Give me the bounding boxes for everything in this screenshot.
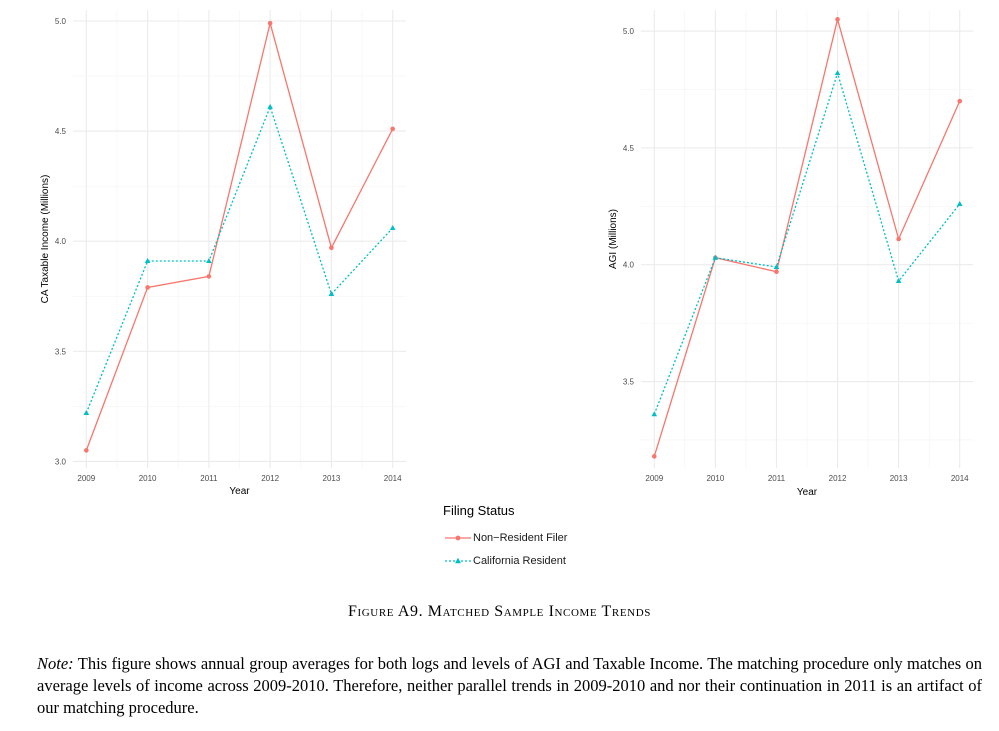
data-point: [328, 291, 335, 297]
figure-caption: Figure A9. Matched Sample Income Trends: [0, 603, 999, 621]
data-point: [957, 98, 963, 104]
legend-title: Filing Status: [443, 503, 515, 518]
figure-note: Note: This figure shows annual group ave…: [37, 653, 982, 719]
x-tick-label: 2009: [77, 474, 95, 483]
legend-label-california-resident: California Resident: [473, 554, 566, 567]
series-line: [85, 23, 394, 451]
data-point: [773, 264, 780, 270]
series-california-resident: [83, 103, 396, 415]
data-point: [206, 258, 212, 264]
y-tick-label: 3.0: [55, 457, 67, 466]
series-non-resident: [84, 20, 395, 453]
data-point: [774, 269, 779, 275]
series-california-resident: [651, 70, 963, 417]
data-point: [956, 200, 963, 206]
x-tick-label: 2010: [706, 474, 724, 483]
data-point: [329, 245, 334, 251]
data-point: [896, 236, 901, 242]
data-point: [267, 103, 273, 109]
x-tick-label: 2010: [139, 474, 157, 483]
data-point: [834, 70, 841, 76]
series-line: [653, 16, 961, 457]
y-tick-label: 5.0: [55, 17, 67, 26]
legend: Filing Status Non−Resident Filer Califor…: [443, 503, 643, 572]
x-tick-label: 2012: [829, 474, 847, 483]
x-tick-label: 2009: [645, 474, 663, 483]
data-point: [206, 274, 212, 279]
figure-caption-prefix: Figure A9.: [348, 603, 424, 620]
charts-area: 3.0 3.5 4.0 4.5 5.0 2009 2010 2011 2012 2013 2014 Y…: [40, 10, 973, 498]
gridlines: [641, 10, 973, 468]
data-point: [895, 278, 902, 284]
x-axis-title: Year: [797, 487, 818, 498]
gridlines: [73, 10, 406, 468]
legend-key-non-resident: [445, 535, 471, 540]
x-tick-label: 2014: [951, 474, 969, 483]
legend-label-non-resident: Non−Resident Filer: [473, 531, 568, 544]
y-tick-label: 4.5: [623, 144, 635, 153]
y-tick-label: 5.0: [623, 27, 635, 36]
x-axis-title: Year: [229, 486, 250, 497]
y-tick-label: 3.5: [623, 378, 635, 387]
y-tick-label: 4.0: [55, 237, 67, 246]
data-point: [145, 285, 150, 290]
data-point: [389, 224, 396, 230]
data-point: [651, 454, 657, 459]
panel-right-agi: 3.5 4.0 4.5 5.0 2009 2010 2011 2012 2013 2014 Year…: [608, 10, 973, 498]
data-point: [144, 258, 151, 264]
note-text: This figure shows annual group averages …: [37, 654, 982, 717]
x-tick-label: 2013: [323, 474, 341, 483]
legend-item-california-resident: California Resident: [443, 549, 643, 572]
series-line: [85, 104, 394, 414]
y-axis-title: CA Taxable Income (Millions): [40, 175, 51, 304]
x-tick-label: 2013: [890, 474, 908, 483]
x-tick-label: 2014: [384, 474, 402, 483]
panel-left-taxable-income: 3.0 3.5 4.0 4.5 5.0 2009 2010 2011 2012 2013 2014 Y…: [40, 10, 406, 497]
data-point: [83, 409, 90, 415]
figure-caption-text: Matched Sample Income Trends: [427, 603, 651, 620]
series-line: [653, 70, 961, 415]
legend-key-california-resident: [445, 557, 471, 563]
y-tick-label: 3.5: [55, 347, 67, 356]
y-axis-title: AGI (Millions): [608, 209, 619, 269]
y-tick-label: 4.5: [55, 127, 67, 136]
note-label: Note:: [37, 654, 74, 673]
data-point: [390, 126, 395, 132]
data-point: [84, 448, 89, 453]
x-tick-label: 2011: [200, 474, 218, 483]
data-point: [651, 411, 658, 417]
x-tick-label: 2012: [261, 474, 279, 483]
legend-item-non-resident: Non−Resident Filer: [443, 526, 643, 549]
data-point: [267, 20, 273, 26]
y-tick-label: 4.0: [623, 261, 635, 270]
data-point: [712, 254, 719, 260]
x-tick-label: 2011: [768, 474, 786, 483]
data-point: [835, 17, 840, 22]
